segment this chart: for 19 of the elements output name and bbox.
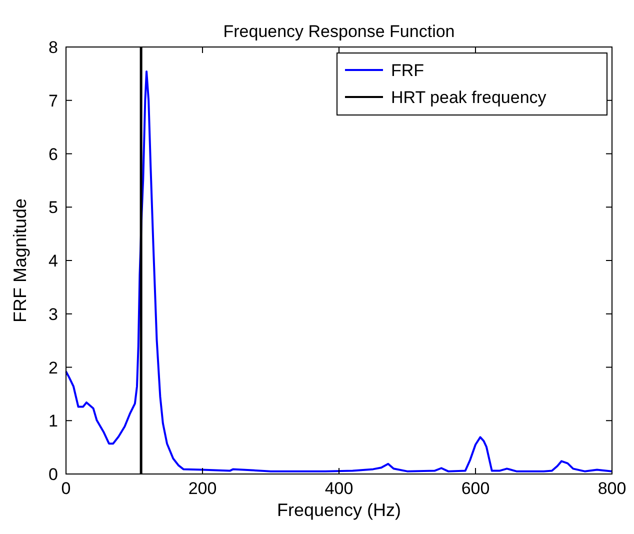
y-axis-title: FRF Magnitude — [10, 198, 30, 323]
x-tick-label: 0 — [61, 479, 71, 498]
x-tick-label: 800 — [598, 479, 626, 498]
x-tick-label: 600 — [461, 479, 490, 498]
y-tick-label: 2 — [48, 358, 58, 378]
y-tick-label: 6 — [48, 144, 58, 164]
x-tick-label: 400 — [324, 479, 354, 498]
y-tick-label: 5 — [48, 198, 58, 218]
y-tick-label: 8 — [48, 38, 58, 57]
y-tick-label: 7 — [48, 91, 58, 110]
y-tick-label: 3 — [48, 304, 58, 324]
legend-label: HRT peak frequency — [391, 88, 547, 107]
chart-title: Frequency Response Function — [223, 22, 455, 41]
x-tick-label: 200 — [188, 479, 217, 498]
x-axis-title: Frequency (Hz) — [276, 500, 402, 520]
y-tick-label: 4 — [48, 252, 58, 270]
y-tick-label: 0 — [48, 465, 58, 484]
legend-label: FRF — [391, 61, 424, 80]
y-tick-label: 1 — [48, 412, 58, 431]
